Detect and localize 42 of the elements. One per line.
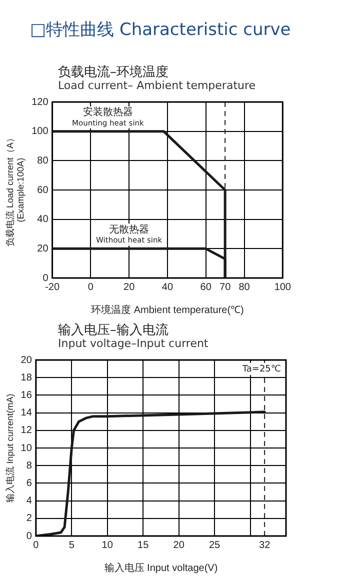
y-tick-label: 100	[32, 126, 49, 138]
chart-title: 负载电流–环境温度	[58, 64, 168, 80]
y-tick-label: 8	[26, 460, 32, 472]
x-tick-label: -20	[45, 282, 60, 293]
y-tick-label: 4	[26, 496, 32, 507]
x-tick-label: 70	[220, 282, 232, 293]
y-tick-label: 80	[37, 155, 49, 166]
y-tick-label: 120	[32, 96, 49, 108]
x-tick-label: 0	[88, 282, 94, 293]
y-tick-label: 60	[37, 184, 49, 196]
y-tick-label: 10	[20, 442, 32, 454]
x-axis-title: 输入电压 Input voltage(V)	[104, 562, 218, 574]
annotation: Ta=25℃	[241, 364, 281, 374]
x-tick-label: 15	[138, 540, 150, 551]
y-tick-label: 0	[26, 530, 32, 542]
y-tick-label: 0	[42, 272, 49, 284]
x-tick-label: 20	[124, 282, 136, 293]
y-tick-label: 16	[20, 390, 32, 401]
y-tick-label: 2	[26, 513, 32, 524]
y-tick-label: 20	[20, 354, 32, 366]
x-axis-title: 环境温度 Ambient temperature(℃)	[91, 304, 244, 316]
x-tick-label: 10	[102, 540, 114, 551]
x-tick-label: 25	[208, 540, 221, 551]
y-tick-label: 18	[20, 372, 32, 384]
x-tick-label: 80	[238, 282, 250, 293]
y-tick-label: 20	[37, 243, 49, 254]
y-tick-label: 14	[20, 408, 32, 419]
chart-subtitle: Input voltage–Input current	[58, 337, 208, 350]
y-tick-label: 6	[26, 478, 32, 489]
text: □特性曲线 Characteristic curve	[30, 19, 291, 41]
y-tick-label: 40	[37, 214, 49, 226]
chart-subtitle: Load current– Ambient temperature	[58, 79, 256, 92]
x-tick-label: 40	[162, 282, 174, 293]
x-tick-label: 60	[200, 282, 212, 293]
x-tick-label: 20	[173, 540, 185, 551]
x-tick-label: 32	[259, 540, 271, 551]
x-tick-label: 100	[274, 282, 292, 293]
x-tick-label: 5	[68, 540, 75, 551]
y-tick-label: 12	[20, 425, 32, 436]
chart-title: 输入电压–输入电流	[58, 322, 168, 338]
y-axis-title: 输入电流 Input current(mA)	[4, 394, 15, 502]
y-axis-title: 负载电流 Load current（A） (Example:100A)	[4, 133, 26, 247]
